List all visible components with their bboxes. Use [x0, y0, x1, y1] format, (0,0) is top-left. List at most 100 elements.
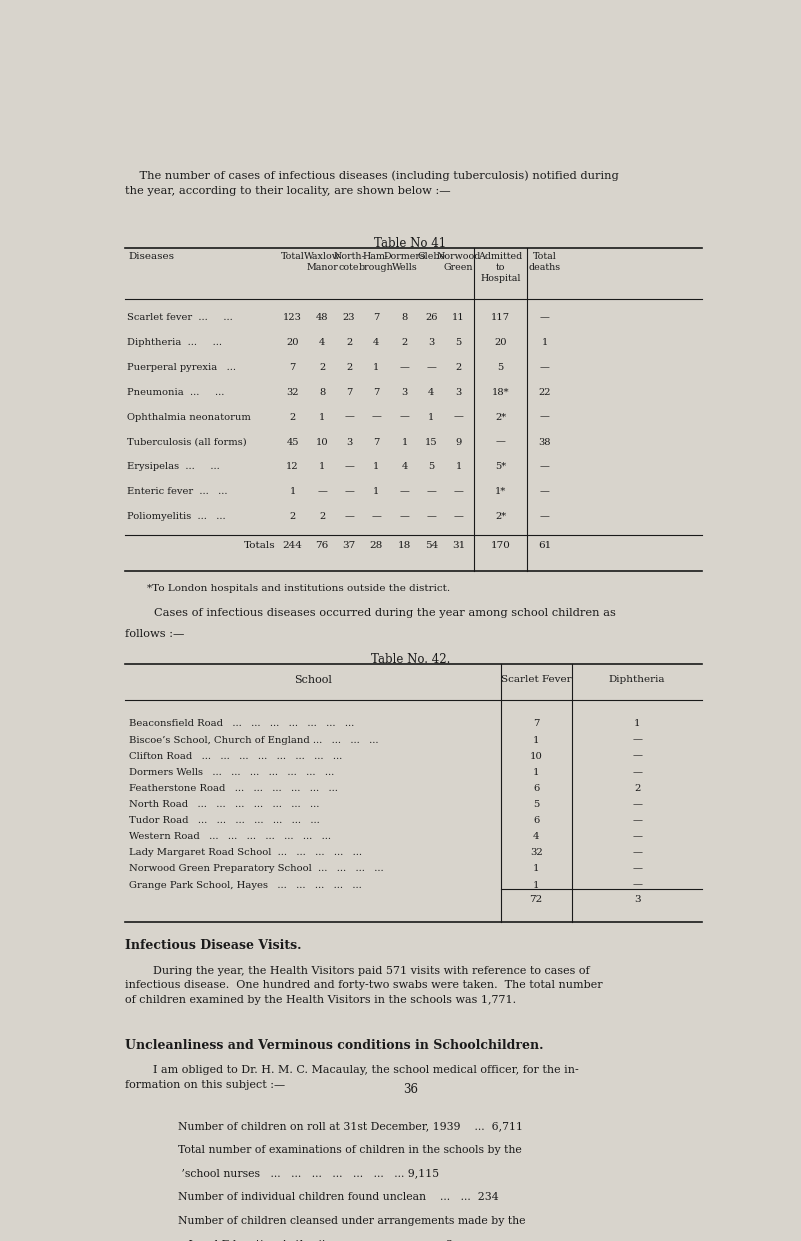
Text: —: —: [344, 513, 354, 521]
Text: Total number of examinations of children in the schools by the: Total number of examinations of children…: [178, 1144, 521, 1154]
Text: 7: 7: [533, 720, 539, 728]
Text: 4: 4: [319, 338, 325, 347]
Text: —: —: [632, 752, 642, 761]
Text: 1: 1: [373, 488, 379, 496]
Text: Admitted
to
Hospital: Admitted to Hospital: [478, 252, 522, 283]
Text: 28: 28: [369, 541, 383, 550]
Text: Grange Park School, Hayes   ...   ...   ...   ...   ...: Grange Park School, Hayes ... ... ... ..…: [129, 881, 361, 890]
Text: 3: 3: [346, 438, 352, 447]
Text: —: —: [426, 362, 437, 372]
Text: —: —: [632, 817, 642, 825]
Text: 72: 72: [529, 895, 543, 905]
Text: Western Road   ...   ...   ...   ...   ...   ...   ...: Western Road ... ... ... ... ... ... ...: [129, 833, 331, 841]
Text: —: —: [344, 413, 354, 422]
Text: 2: 2: [456, 362, 461, 372]
Text: —: —: [632, 865, 642, 874]
Text: 18: 18: [398, 541, 411, 550]
Text: —: —: [317, 488, 327, 496]
Text: 1: 1: [289, 488, 296, 496]
Text: Dormers Wells   ...   ...   ...   ...   ...   ...   ...: Dormers Wells ... ... ... ... ... ... ..…: [129, 768, 334, 777]
Text: 170: 170: [490, 541, 510, 550]
Text: I am obliged to Dr. H. M. C. Macaulay, the school medical officer, for the in-
f: I am obliged to Dr. H. M. C. Macaulay, t…: [125, 1065, 578, 1090]
Text: Diphtheria: Diphtheria: [609, 675, 666, 685]
Text: 12: 12: [286, 463, 299, 472]
Text: 36: 36: [403, 1083, 418, 1097]
Text: —: —: [540, 413, 549, 422]
Text: —: —: [344, 488, 354, 496]
Text: Total: Total: [280, 252, 304, 261]
Text: —: —: [632, 881, 642, 890]
Text: Scarlet fever  ...     ...: Scarlet fever ... ...: [127, 313, 233, 323]
Text: The number of cases of infectious diseases (including tuberculosis) notified dur: The number of cases of infectious diseas…: [125, 171, 618, 196]
Text: 1: 1: [533, 881, 539, 890]
Text: During the year, the Health Visitors paid 571 visits with reference to cases of
: During the year, the Health Visitors pai…: [125, 965, 602, 1005]
Text: Glebe: Glebe: [417, 252, 445, 261]
Text: 38: 38: [538, 438, 551, 447]
Text: 5*: 5*: [495, 463, 506, 472]
Text: 1: 1: [401, 438, 408, 447]
Text: —: —: [400, 488, 409, 496]
Text: —: —: [540, 362, 549, 372]
Text: 4: 4: [533, 833, 539, 841]
Text: 31: 31: [452, 541, 465, 550]
Text: 10: 10: [316, 438, 328, 447]
Text: 45: 45: [286, 438, 299, 447]
Text: —: —: [453, 488, 464, 496]
Text: 1: 1: [456, 463, 462, 472]
Text: 1: 1: [541, 338, 548, 347]
Text: 244: 244: [283, 541, 303, 550]
Text: 20: 20: [286, 338, 299, 347]
Text: Dormers
Wells: Dormers Wells: [384, 252, 425, 272]
Text: 4: 4: [373, 338, 379, 347]
Text: 22: 22: [538, 387, 551, 397]
Text: 32: 32: [529, 849, 542, 858]
Text: 15: 15: [425, 438, 437, 447]
Text: 1: 1: [533, 736, 539, 745]
Text: 1: 1: [428, 413, 434, 422]
Text: 7: 7: [346, 387, 352, 397]
Text: 4: 4: [429, 387, 434, 397]
Text: Uncleanliness and Verminous conditions in Schoolchildren.: Uncleanliness and Verminous conditions i…: [125, 1039, 543, 1051]
Text: Featherstone Road   ...   ...   ...   ...   ...   ...: Featherstone Road ... ... ... ... ... ..…: [129, 784, 337, 793]
Text: 2*: 2*: [495, 513, 506, 521]
Text: —: —: [400, 413, 409, 422]
Text: 2: 2: [289, 513, 296, 521]
Text: 2: 2: [319, 513, 325, 521]
Text: 2: 2: [346, 362, 352, 372]
Text: 18*: 18*: [492, 387, 509, 397]
Text: 1: 1: [634, 720, 640, 728]
Text: 6: 6: [533, 784, 539, 793]
Text: 2: 2: [401, 338, 408, 347]
Text: Lady Margaret Road School  ...   ...   ...   ...   ...: Lady Margaret Road School ... ... ... ..…: [129, 849, 362, 858]
Text: 61: 61: [538, 541, 552, 550]
Text: Tudor Road   ...   ...   ...   ...   ...   ...   ...: Tudor Road ... ... ... ... ... ... ...: [129, 817, 320, 825]
Text: —: —: [371, 513, 381, 521]
Text: 20: 20: [494, 338, 507, 347]
Text: —: —: [632, 833, 642, 841]
Text: 7: 7: [373, 387, 379, 397]
Text: 1: 1: [319, 413, 325, 422]
Text: follows :—: follows :—: [125, 629, 184, 639]
Text: 76: 76: [316, 541, 328, 550]
Text: 5: 5: [429, 463, 434, 472]
Text: Number of children cleansed under arrangements made by the: Number of children cleansed under arrang…: [178, 1216, 525, 1226]
Text: —: —: [400, 362, 409, 372]
Text: 8: 8: [401, 313, 408, 323]
Text: 1*: 1*: [495, 488, 506, 496]
Text: 9: 9: [456, 438, 461, 447]
Text: 4: 4: [401, 463, 408, 472]
Text: 7: 7: [373, 438, 379, 447]
Text: 5: 5: [533, 800, 539, 809]
Text: —: —: [632, 736, 642, 745]
Text: Biscoe’s School, Church of England ...   ...   ...   ...: Biscoe’s School, Church of England ... .…: [129, 736, 378, 745]
Text: 37: 37: [343, 541, 356, 550]
Text: —: —: [371, 413, 381, 422]
Text: —: —: [540, 488, 549, 496]
Text: 7: 7: [289, 362, 296, 372]
Text: *To London hospitals and institutions outside the district.: *To London hospitals and institutions ou…: [147, 583, 450, 593]
Text: 23: 23: [343, 313, 356, 323]
Text: 6: 6: [533, 817, 539, 825]
Text: 1: 1: [533, 865, 539, 874]
Text: Clifton Road   ...   ...   ...   ...   ...   ...   ...   ...: Clifton Road ... ... ... ... ... ... ...…: [129, 752, 342, 761]
Text: Norwood
Green: Norwood Green: [437, 252, 481, 272]
